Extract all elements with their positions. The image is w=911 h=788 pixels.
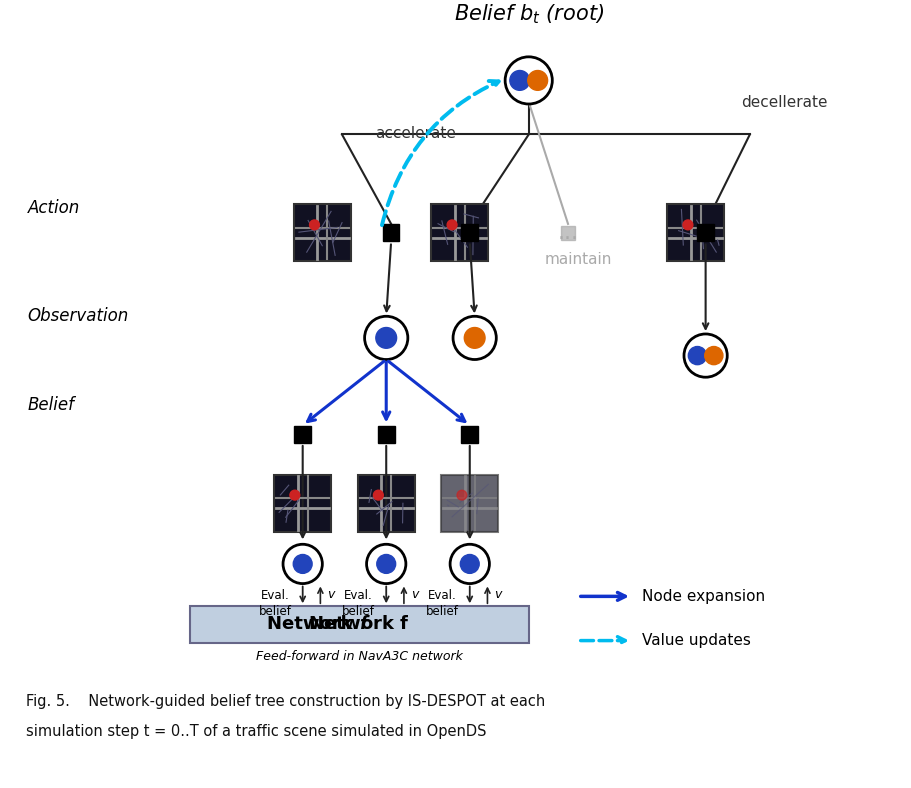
Circle shape bbox=[364, 316, 407, 359]
Circle shape bbox=[366, 545, 405, 584]
Text: accelerate: accelerate bbox=[374, 126, 456, 141]
Circle shape bbox=[282, 545, 322, 584]
Circle shape bbox=[509, 70, 529, 91]
Circle shape bbox=[456, 490, 466, 500]
Bar bbox=[560, 226, 574, 240]
Bar bbox=[383, 225, 399, 241]
Text: Action: Action bbox=[27, 199, 79, 217]
Text: Eval.
belief: Eval. belief bbox=[425, 589, 458, 618]
Text: Eval.
belief: Eval. belief bbox=[342, 589, 374, 618]
Circle shape bbox=[460, 555, 478, 574]
Bar bbox=[293, 204, 351, 262]
Text: Eval.
belief: Eval. belief bbox=[259, 589, 292, 618]
Circle shape bbox=[688, 347, 706, 365]
Bar bbox=[274, 474, 331, 531]
Circle shape bbox=[309, 220, 319, 230]
Circle shape bbox=[376, 555, 395, 574]
Text: Value updates: Value updates bbox=[641, 633, 750, 648]
Bar bbox=[461, 426, 477, 443]
Bar bbox=[667, 204, 723, 262]
Text: v: v bbox=[410, 589, 418, 601]
Circle shape bbox=[704, 347, 722, 365]
Circle shape bbox=[527, 70, 547, 91]
Text: f: f bbox=[359, 615, 366, 634]
Text: simulation step t = 0..T of a traffic scene simulated in OpenDS: simulation step t = 0..T of a traffic sc… bbox=[26, 724, 486, 739]
Bar bbox=[294, 426, 311, 443]
Bar bbox=[377, 426, 394, 443]
Text: ...: ... bbox=[557, 223, 578, 243]
Circle shape bbox=[682, 220, 692, 230]
Text: Belief: Belief bbox=[27, 396, 75, 414]
Text: Network: Network bbox=[267, 615, 359, 634]
Circle shape bbox=[290, 490, 300, 500]
Bar bbox=[697, 225, 713, 241]
Text: maintain: maintain bbox=[544, 252, 611, 267]
Circle shape bbox=[505, 57, 552, 104]
FancyBboxPatch shape bbox=[189, 606, 528, 642]
Circle shape bbox=[293, 555, 312, 574]
Text: Belief $\boldsymbol{b_t}$ (root): Belief $\boldsymbol{b_t}$ (root) bbox=[453, 3, 603, 26]
Text: Feed-forward in NavA3C network: Feed-forward in NavA3C network bbox=[255, 650, 462, 663]
Circle shape bbox=[450, 545, 489, 584]
Circle shape bbox=[446, 220, 456, 230]
Circle shape bbox=[453, 316, 496, 359]
Text: Network $\mathbf{f}$: Network $\mathbf{f}$ bbox=[308, 615, 410, 634]
Text: v: v bbox=[494, 589, 501, 601]
Text: Observation: Observation bbox=[27, 307, 128, 325]
Text: decellerate: decellerate bbox=[740, 95, 826, 110]
Text: v: v bbox=[327, 589, 334, 601]
Text: Fig. 5.    Network-guided belief tree construction by IS-DESPOT at each: Fig. 5. Network-guided belief tree const… bbox=[26, 694, 544, 709]
Bar bbox=[461, 225, 477, 241]
Bar bbox=[441, 474, 497, 531]
Circle shape bbox=[464, 328, 485, 348]
Text: Node expansion: Node expansion bbox=[641, 589, 764, 604]
Circle shape bbox=[375, 328, 396, 348]
Bar bbox=[431, 204, 488, 262]
Bar bbox=[357, 474, 415, 531]
Circle shape bbox=[683, 334, 726, 377]
Circle shape bbox=[373, 490, 383, 500]
